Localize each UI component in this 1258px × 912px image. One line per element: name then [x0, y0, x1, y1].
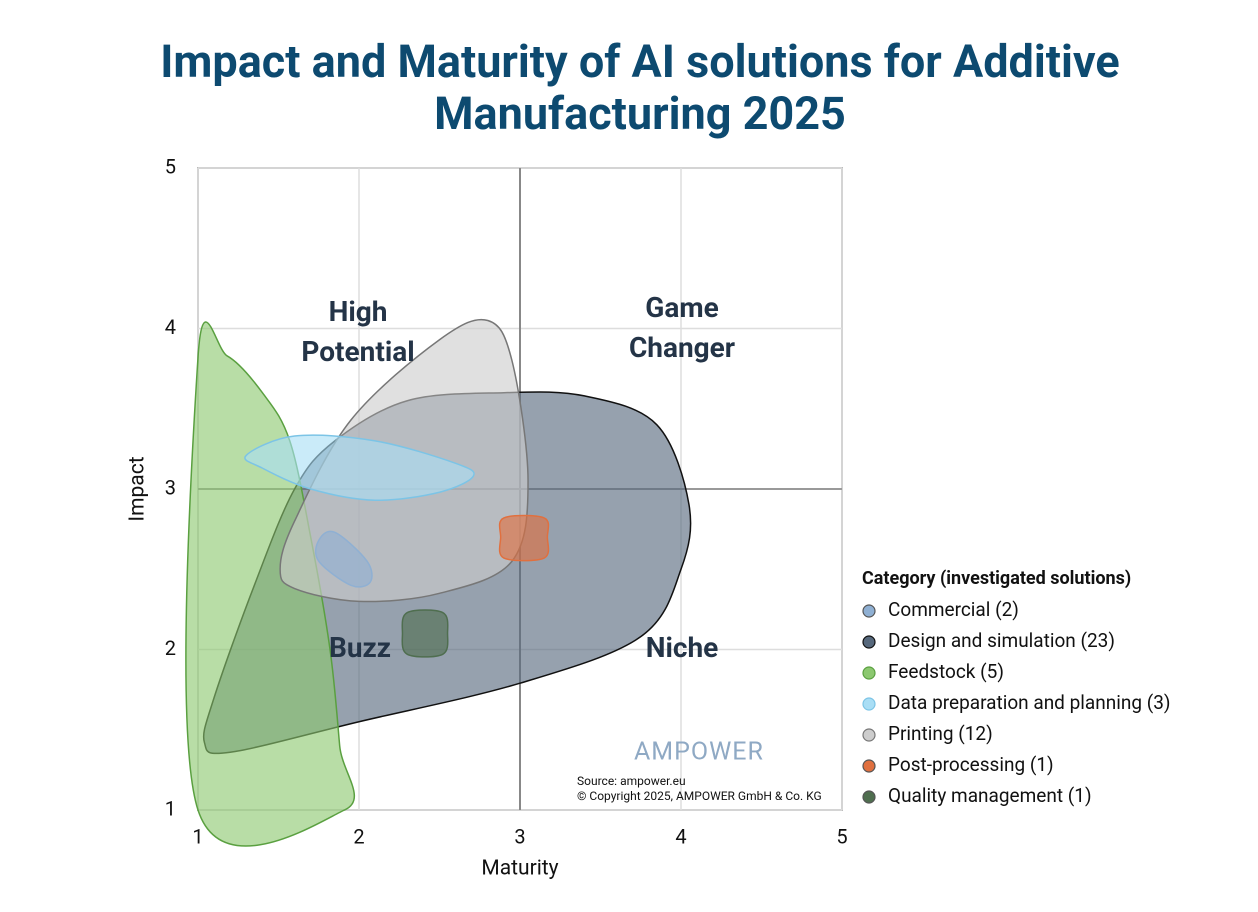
- legend-label: Quality management (1): [888, 784, 1092, 807]
- legend-marker: [862, 635, 876, 649]
- category-region: [401, 609, 449, 658]
- legend-marker: [862, 790, 876, 804]
- logo-text: AMPOWER: [634, 738, 764, 767]
- y-axis-label: Impact: [126, 456, 150, 521]
- x-tick-label: 2: [353, 824, 364, 848]
- legend-marker: [862, 604, 876, 618]
- x-tick-label: 5: [836, 824, 847, 848]
- legend-title: Category (investigated solutions): [862, 568, 1131, 589]
- x-tick-label: 1: [192, 824, 203, 848]
- y-tick-label: 5: [165, 154, 176, 178]
- x-tick-label: 4: [675, 824, 686, 848]
- quadrant-label: Game Changer: [628, 291, 736, 364]
- legend-label: Printing (12): [888, 722, 993, 745]
- legend-label: Design and simulation (23): [888, 629, 1115, 652]
- category-region: [244, 434, 475, 501]
- legend-label: Commercial (2): [888, 598, 1019, 621]
- legend-label: Post-processing (1): [888, 753, 1054, 776]
- chart-title: Impact and Maturity of AI solutions for …: [160, 35, 1120, 140]
- quadrant-label: Niche: [645, 631, 719, 664]
- legend-label: Feedstock (5): [888, 660, 1004, 683]
- legend-marker: [862, 728, 876, 742]
- copyright-text: © Copyright 2025, AMPOWER GmbH & Co. KG: [577, 789, 822, 803]
- y-tick-label: 1: [165, 796, 176, 820]
- legend-label: Data preparation and planning (3): [888, 691, 1171, 714]
- legend-marker: [862, 697, 876, 711]
- quadrant-label: High Potential: [301, 295, 415, 368]
- y-tick-label: 2: [165, 636, 176, 660]
- x-tick-label: 3: [514, 824, 525, 848]
- source-text: Source: ampower.eu: [577, 774, 686, 788]
- quadrant-label: Buzz: [328, 631, 392, 664]
- y-tick-label: 4: [165, 315, 176, 339]
- y-tick-label: 3: [165, 475, 176, 499]
- category-region: [314, 530, 373, 588]
- legend-marker: [862, 666, 876, 680]
- category-region: [498, 514, 550, 562]
- x-axis-label: Maturity: [481, 857, 558, 881]
- legend-marker: [862, 759, 876, 773]
